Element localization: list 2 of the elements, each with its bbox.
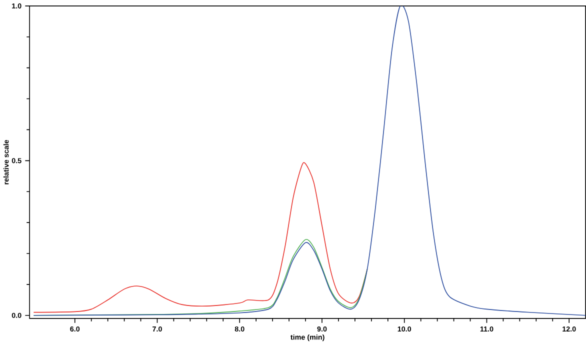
- line-series: [33, 6, 586, 316]
- line-series: [33, 164, 368, 313]
